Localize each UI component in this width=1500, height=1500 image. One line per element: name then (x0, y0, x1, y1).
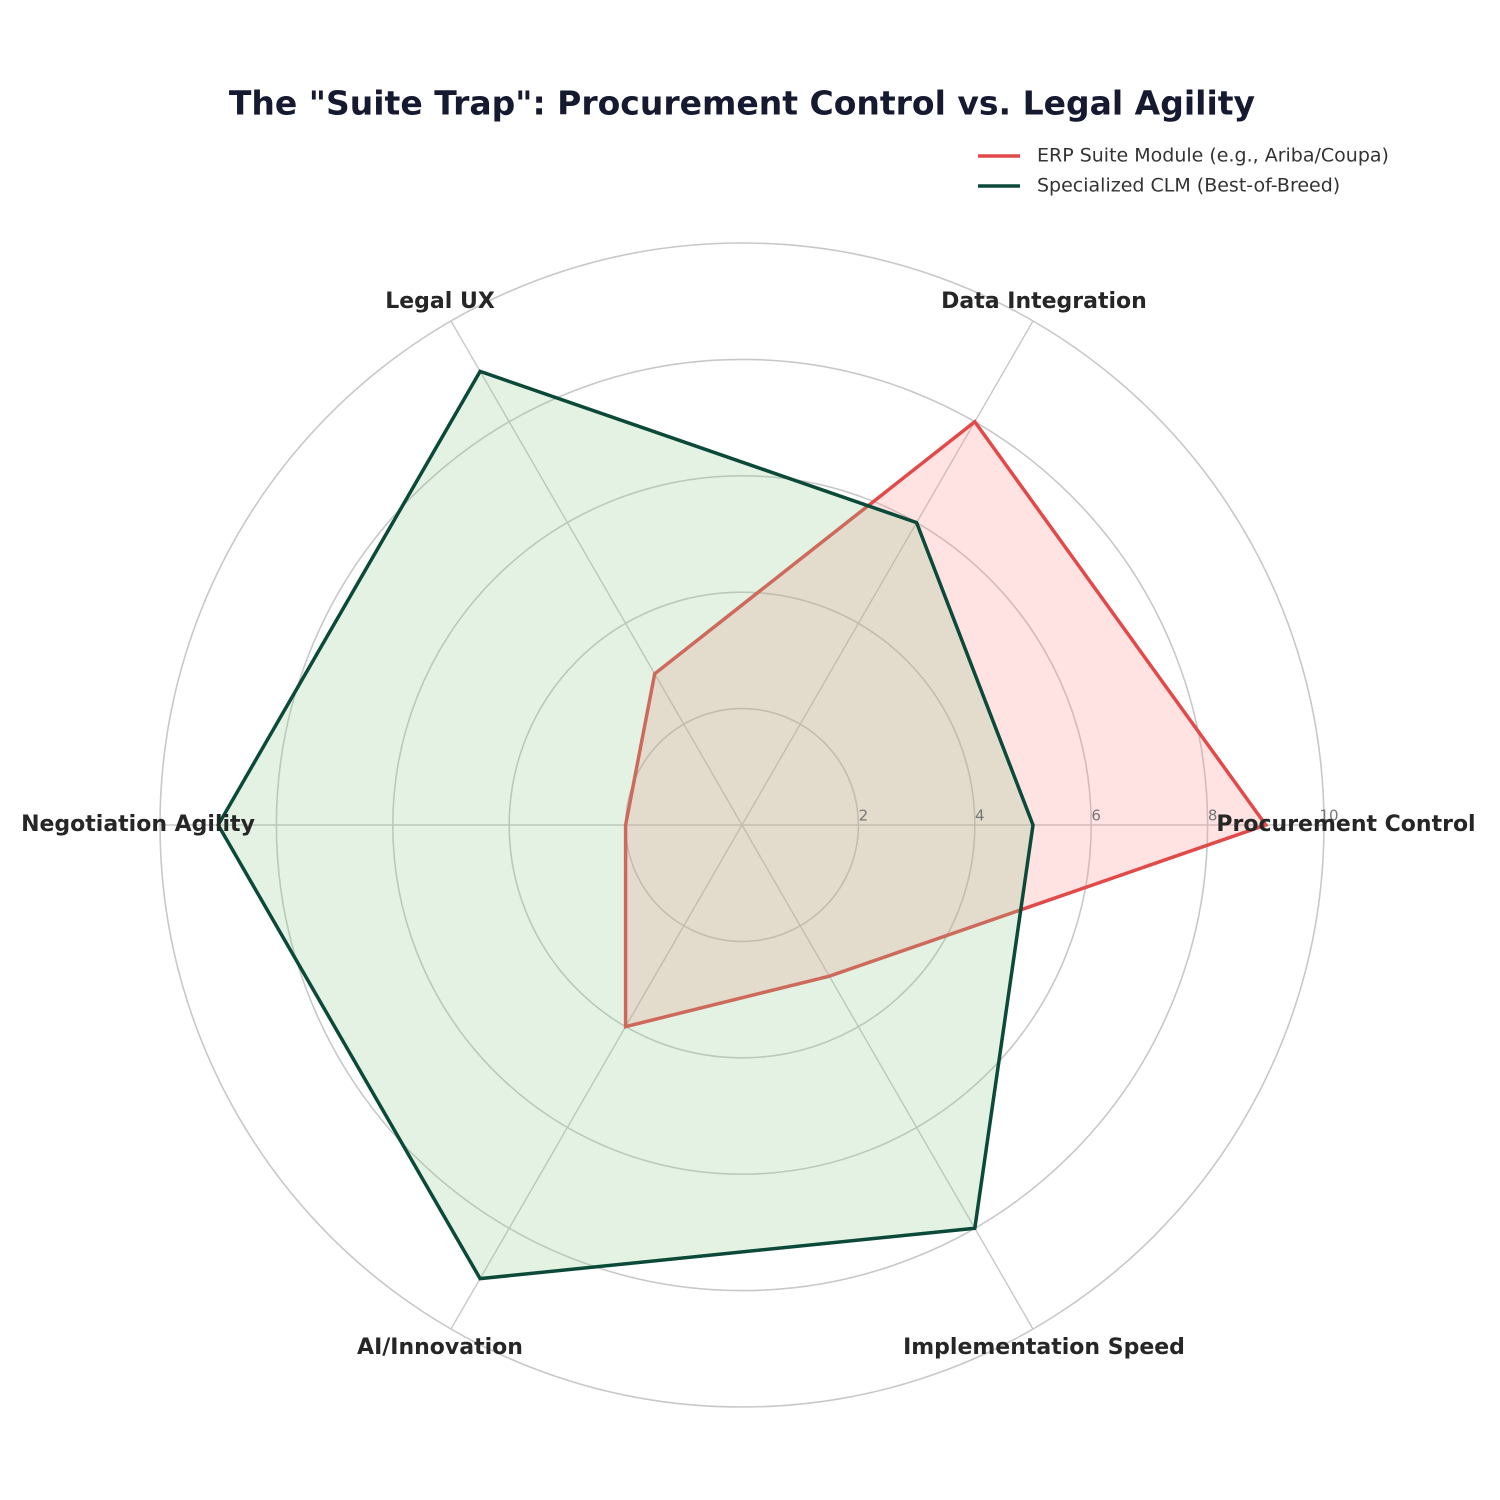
category-label: Negotiation Agility (21, 812, 255, 837)
category-label: Implementation Speed (903, 1335, 1185, 1360)
category-label: Legal UX (385, 289, 495, 314)
legend-label: Specialized CLM (Best-of-Breed) (1037, 175, 1340, 197)
category-label: Procurement Control (1216, 812, 1475, 837)
category-label: Data Integration (941, 289, 1147, 314)
axis-spoke (450, 824, 743, 1330)
r-tick-label: 6 (1091, 807, 1101, 825)
axis-spoke (450, 320, 743, 826)
r-tick-label: 2 (859, 807, 869, 825)
chart-title: The "Suite Trap": Procurement Control vs… (229, 84, 1255, 123)
series-area (625, 421, 1266, 1027)
series-line (623, 419, 1269, 1029)
category-label: AI/Innovation (357, 1335, 523, 1360)
r-tick-label: 10 (1319, 807, 1338, 825)
axis-spoke (741, 320, 1034, 826)
series-line (216, 369, 1035, 1281)
axis-spoke (741, 824, 1034, 1330)
legend-label: ERP Suite Module (e.g., Ariba/Coupa) (1037, 145, 1389, 167)
r-tick-label: 8 (1208, 807, 1218, 825)
r-tick-label: 4 (975, 807, 985, 825)
series-area (218, 371, 1033, 1279)
